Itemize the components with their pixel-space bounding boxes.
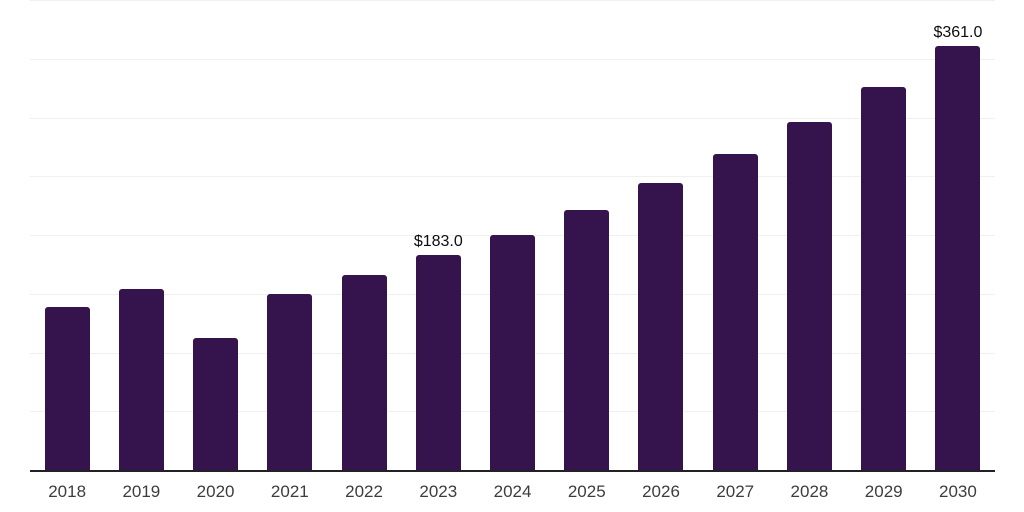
bar-slot-2025 xyxy=(550,0,624,470)
x-axis-labels: 2018 2019 2020 2021 2022 2023 2024 2025 2026 2027… xyxy=(30,472,995,502)
bar-slot-2027 xyxy=(698,0,772,470)
bar-2028 xyxy=(786,122,832,470)
gridline xyxy=(30,117,995,119)
bar-slot-2020 xyxy=(178,0,252,470)
bars-container: $183.0 $361.0 xyxy=(30,0,995,470)
x-tick-label-2027: 2027 xyxy=(716,482,755,501)
x-tick-label-2023: 2023 xyxy=(419,482,458,501)
bar-2024 xyxy=(490,235,536,470)
x-tick-label-2024: 2024 xyxy=(493,482,532,501)
bar-2020 xyxy=(193,338,239,470)
bar-2018 xyxy=(44,306,90,470)
gridline xyxy=(30,0,995,1)
x-tick-label-2030: 2030 xyxy=(939,482,977,501)
bar-slot-2023: $183.0 xyxy=(401,0,475,470)
x-tick-label-2018: 2018 xyxy=(48,482,87,501)
bar-slot-2028 xyxy=(772,0,846,470)
bar-2026 xyxy=(638,183,684,470)
bar-slot-2030: $361.0 xyxy=(921,0,995,470)
x-tick-label-2020: 2020 xyxy=(196,482,235,501)
bar-slot-2026 xyxy=(624,0,698,470)
bar-2029 xyxy=(861,86,907,470)
bar-slot-2019 xyxy=(104,0,178,470)
data-label-2030: $361.0 xyxy=(933,23,983,41)
x-tick-label-2021: 2021 xyxy=(270,482,309,501)
bar-2021 xyxy=(267,293,313,470)
bar-2022 xyxy=(341,274,387,470)
bar-slot-2029 xyxy=(847,0,921,470)
bar-2027 xyxy=(712,153,758,470)
bar-2030 xyxy=(935,45,981,470)
bar-slot-2018 xyxy=(30,0,104,470)
x-tick-label-2029: 2029 xyxy=(864,482,903,501)
x-tick-label-2026: 2026 xyxy=(642,482,680,501)
bar-slot-2022 xyxy=(327,0,401,470)
x-tick-label-2028: 2028 xyxy=(790,482,829,501)
x-tick-label-2019: 2019 xyxy=(122,482,161,501)
gridline xyxy=(30,176,995,178)
gridline xyxy=(30,58,995,60)
bar-2025 xyxy=(564,210,610,470)
bar-slot-2024 xyxy=(475,0,549,470)
bar-2019 xyxy=(118,289,164,470)
x-tick-label-2022: 2022 xyxy=(345,482,383,501)
data-label-2023: $183.0 xyxy=(413,232,463,250)
bar-slot-2021 xyxy=(253,0,327,470)
bar-2023 xyxy=(415,254,461,470)
plot-area: $183.0 $361.0 xyxy=(30,0,995,472)
x-tick-label-2025: 2025 xyxy=(567,482,606,501)
